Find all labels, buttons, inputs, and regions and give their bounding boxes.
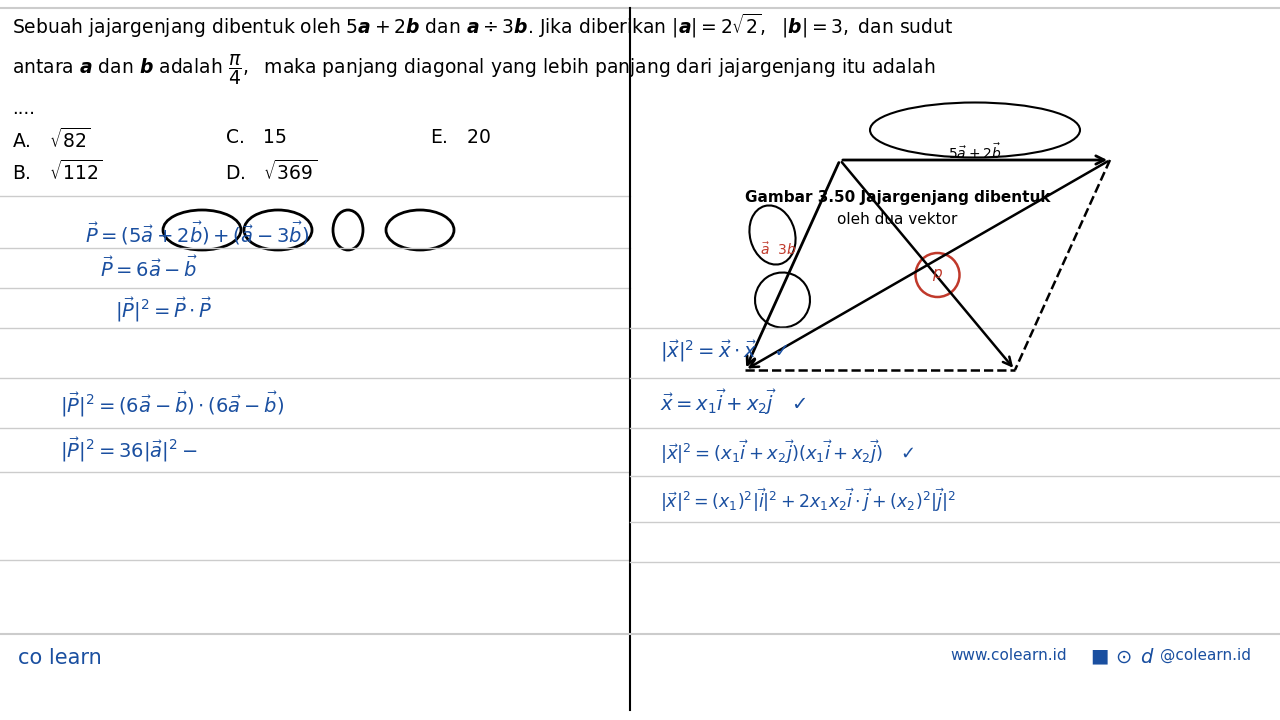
Text: $\vec{P} = 6\vec{a} - \vec{b}$: $\vec{P} = 6\vec{a} - \vec{b}$ <box>100 256 197 282</box>
Text: $5\vec{a}+2\vec{b}$: $5\vec{a}+2\vec{b}$ <box>948 142 1002 161</box>
Text: $|\vec{x}|^2 = \vec{x} \cdot \vec{x}\quad\checkmark$: $|\vec{x}|^2 = \vec{x} \cdot \vec{x}\qua… <box>660 338 788 364</box>
Text: $p$: $p$ <box>932 267 943 283</box>
Text: A.$\quad\sqrt{82}$: A.$\quad\sqrt{82}$ <box>12 128 91 152</box>
Text: $|\vec{x}|^2 = (x_1)^2|\vec{i}|^2 + 2x_1x_2\vec{i}\cdot\vec{j} + (x_2)^2|\vec{j}: $|\vec{x}|^2 = (x_1)^2|\vec{i}|^2 + 2x_1… <box>660 486 956 513</box>
Text: $|\vec{P}|^2 = \vec{P} \cdot \vec{P}$: $|\vec{P}|^2 = \vec{P} \cdot \vec{P}$ <box>115 296 212 324</box>
Text: $\blacksquare$: $\blacksquare$ <box>1091 648 1108 667</box>
Text: B.$\quad\sqrt{112}$: B.$\quad\sqrt{112}$ <box>12 160 102 184</box>
Text: $\vec{P} = (5\vec{a}+2\vec{b})+(\vec{a}-3\vec{b})$: $\vec{P} = (5\vec{a}+2\vec{b})+(\vec{a}-… <box>84 220 310 247</box>
Text: D.$\quad\sqrt{369}$: D.$\quad\sqrt{369}$ <box>225 160 317 184</box>
Text: C.$\quad$15: C.$\quad$15 <box>225 128 287 147</box>
Text: @colearn.id: @colearn.id <box>1160 648 1251 663</box>
Text: antara $\boldsymbol{a}$ dan $\boldsymbol{b}$ adalah $\dfrac{\pi}{4},$  maka panj: antara $\boldsymbol{a}$ dan $\boldsymbol… <box>12 52 936 87</box>
Text: co learn: co learn <box>18 648 101 668</box>
Text: $\vec{x} = x_1\vec{i} + x_2\vec{j}\quad\checkmark$: $\vec{x} = x_1\vec{i} + x_2\vec{j}\quad\… <box>660 388 806 418</box>
Text: www.colearn.id: www.colearn.id <box>950 648 1066 663</box>
Text: $|\vec{x}|^2 = (x_1\vec{i}+x_2\vec{j})(x_1\vec{i}+x_2\vec{j})\quad\checkmark$: $|\vec{x}|^2 = (x_1\vec{i}+x_2\vec{j})(x… <box>660 438 914 466</box>
Text: Sebuah jajargenjang dibentuk oleh $5\boldsymbol{a} + 2\boldsymbol{b}$ dan $\bold: Sebuah jajargenjang dibentuk oleh $5\bol… <box>12 12 954 40</box>
Text: ....: .... <box>12 100 35 118</box>
Text: $|\vec{P}|^2 = (6\vec{a}-\vec{b})\cdot(6\vec{a}-\vec{b})$: $|\vec{P}|^2 = (6\vec{a}-\vec{b})\cdot(6… <box>60 390 284 419</box>
Text: E.$\quad$20: E.$\quad$20 <box>430 128 490 147</box>
Text: $\odot$: $\odot$ <box>1115 648 1132 667</box>
Text: $|\vec{P}|^2 = 36|\vec{a}|^2 -$: $|\vec{P}|^2 = 36|\vec{a}|^2 -$ <box>60 436 197 464</box>
Text: Gambar 3.50 Jajargenjang dibentuk: Gambar 3.50 Jajargenjang dibentuk <box>745 190 1051 205</box>
Text: $\vec{a}\ \ 3b$: $\vec{a}\ \ 3b$ <box>760 242 796 258</box>
Text: $d^{}$: $d^{}$ <box>1140 648 1155 667</box>
Text: oleh dua vektor: oleh dua vektor <box>837 212 957 227</box>
